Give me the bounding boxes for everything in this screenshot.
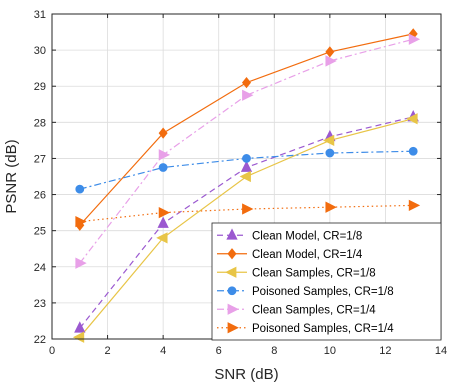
x-tick-label: 12 xyxy=(379,345,391,357)
series-4-point xyxy=(158,163,168,172)
y-tick-label: 22 xyxy=(34,334,46,346)
series-3-point xyxy=(322,134,335,147)
legend-label-4: Poisoned Samples, CR=1/8 xyxy=(252,286,394,298)
legend-box xyxy=(211,222,442,341)
series-5-point xyxy=(75,257,87,269)
y-tick-label: 29 xyxy=(34,81,46,93)
legend-marker-3 xyxy=(225,266,237,278)
legend-marker-2 xyxy=(227,248,237,260)
series-2-point xyxy=(241,76,252,89)
legend-label-2: Clean Model, CR=1/4 xyxy=(252,249,363,261)
y-tick-label: 28 xyxy=(34,117,46,129)
legend-marker-6 xyxy=(227,322,239,334)
series-6-point xyxy=(408,199,421,212)
series-1-point xyxy=(74,321,86,333)
y-axis-label: PSNR (dB) xyxy=(3,139,20,213)
x-tick-label: 6 xyxy=(216,345,222,357)
x-axis-label: SNR (dB) xyxy=(214,366,278,383)
series-5-point xyxy=(408,33,421,45)
series-4-point xyxy=(325,148,335,158)
series-3-point xyxy=(406,113,418,125)
series-line-2 xyxy=(79,33,414,226)
y-tick-label: 23 xyxy=(34,298,46,310)
series-3-point xyxy=(156,232,168,244)
series-5-point xyxy=(325,55,337,67)
series-4-point xyxy=(408,146,418,156)
legend-marker-5 xyxy=(227,303,239,315)
x-tick-label: 0 xyxy=(49,345,55,357)
legend-marker-4 xyxy=(227,286,237,296)
y-tick-label: 26 xyxy=(34,190,46,202)
series-5-point xyxy=(158,149,171,161)
series-markers xyxy=(72,28,421,343)
x-tick-label: 10 xyxy=(324,345,336,357)
y-tick-label: 31 xyxy=(34,9,46,21)
legend-label-3: Clean Samples, CR=1/8 xyxy=(252,267,376,279)
series-6-point xyxy=(158,206,171,219)
legend-label-5: Clean Samples, CR=1/4 xyxy=(252,304,376,316)
series-2-point xyxy=(325,46,335,58)
series-1-point xyxy=(240,160,253,172)
series-6-point xyxy=(325,201,337,213)
x-tick-label: 4 xyxy=(160,345,166,357)
series-3-point xyxy=(72,331,85,343)
y-tick-label: 25 xyxy=(34,226,46,238)
x-tick-label: 8 xyxy=(271,345,277,357)
series-line-5 xyxy=(79,38,414,264)
series-6-point xyxy=(242,203,254,215)
legend-marker-1 xyxy=(226,228,238,240)
y-tick-label: 30 xyxy=(34,45,46,57)
series-6-point xyxy=(75,215,87,228)
series-2-point xyxy=(158,127,168,139)
x-ticks: 0 2 4 6 8 10 12 14 xyxy=(49,14,447,357)
y-tick-label: 24 xyxy=(34,262,46,274)
series-4-point xyxy=(242,154,251,163)
series-3-point xyxy=(239,170,251,183)
legend-label-1: Clean Model, CR=1/8 xyxy=(252,230,362,242)
series-4-point xyxy=(75,184,85,194)
y-tick-label: 27 xyxy=(34,153,46,165)
x-tick-label: 14 xyxy=(435,345,447,357)
series-1-point xyxy=(157,216,169,228)
x-tick-label: 2 xyxy=(105,345,111,357)
series-5-point xyxy=(242,89,254,101)
legend-label-6: Poisoned Samples, CR=1/4 xyxy=(252,323,394,335)
legend: Clean Model, CR=1/8 Clean Model, CR=1/4 Cl… xyxy=(211,222,442,341)
